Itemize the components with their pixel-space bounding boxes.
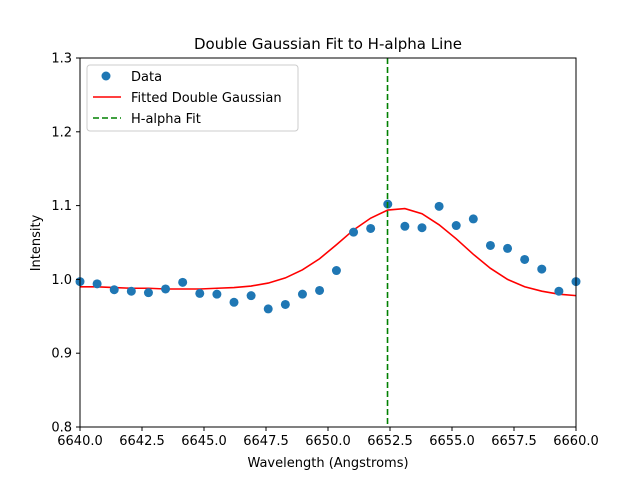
data-point (263, 304, 273, 314)
legend-box (86, 64, 299, 132)
x-axis-title: Wavelength (Angstroms) (247, 456, 408, 471)
plot-area (75, 58, 581, 427)
data-point (451, 221, 461, 231)
legend-marker-data (101, 71, 111, 81)
data-point (195, 288, 205, 298)
data-point (92, 279, 102, 289)
data-point (468, 214, 478, 224)
y-tick-label: 1.2 (51, 125, 72, 140)
data-point (297, 289, 307, 299)
data-point (109, 285, 119, 295)
y-tick-label: 1.3 (51, 52, 72, 67)
x-tick-label: 6657.5 (491, 434, 537, 449)
axes: 6640.0 6642.5 6645.0 6647.5 6650.0 6652.5 6655… (51, 52, 598, 450)
data-point (485, 240, 495, 250)
legend-label-data: Data (131, 70, 162, 85)
x-tick-label: 6652.5 (367, 434, 413, 449)
chart-title: Double Gaussian Fit to H-alpha Line (194, 35, 462, 53)
data-point (503, 243, 513, 253)
data-point (280, 299, 290, 309)
y-tick-label: 0.9 (51, 347, 72, 362)
x-tick-label: 6645.0 (181, 434, 227, 449)
y-tick-label: 1.1 (51, 199, 72, 214)
data-point (143, 288, 153, 298)
data-point (126, 286, 136, 296)
data-point (212, 289, 222, 299)
x-tick-label: 6647.5 (243, 434, 289, 449)
data-point (161, 284, 171, 294)
x-tick-label: 6655.0 (429, 434, 475, 449)
x-tick-label: 6650.0 (305, 434, 351, 449)
data-point (246, 291, 256, 301)
x-tick-label: 6640.0 (57, 434, 103, 449)
x-tick-label: 6660.0 (553, 434, 599, 449)
x-tick-label: 6642.5 (119, 434, 165, 449)
y-tick-label: 1.0 (51, 273, 72, 288)
data-point (554, 286, 564, 296)
data-point (366, 223, 376, 233)
data-point (315, 285, 325, 295)
data-point (178, 277, 188, 287)
data-point (434, 201, 444, 211)
data-point (537, 264, 547, 274)
y-axis-title: Intensity (29, 214, 44, 271)
legend-label-fit: Fitted Double Gaussian (131, 91, 282, 106)
legend-label-h-alpha: H-alpha Fit (131, 112, 201, 127)
data-point (349, 227, 359, 237)
data-point (331, 266, 341, 276)
data-point (229, 297, 239, 307)
data-point (417, 223, 427, 233)
y-tick-label: 0.8 (51, 421, 72, 436)
legend: Data Fitted Double Gaussian H-alpha Fit (86, 64, 299, 132)
data-point (400, 221, 410, 231)
data-point (520, 254, 530, 264)
